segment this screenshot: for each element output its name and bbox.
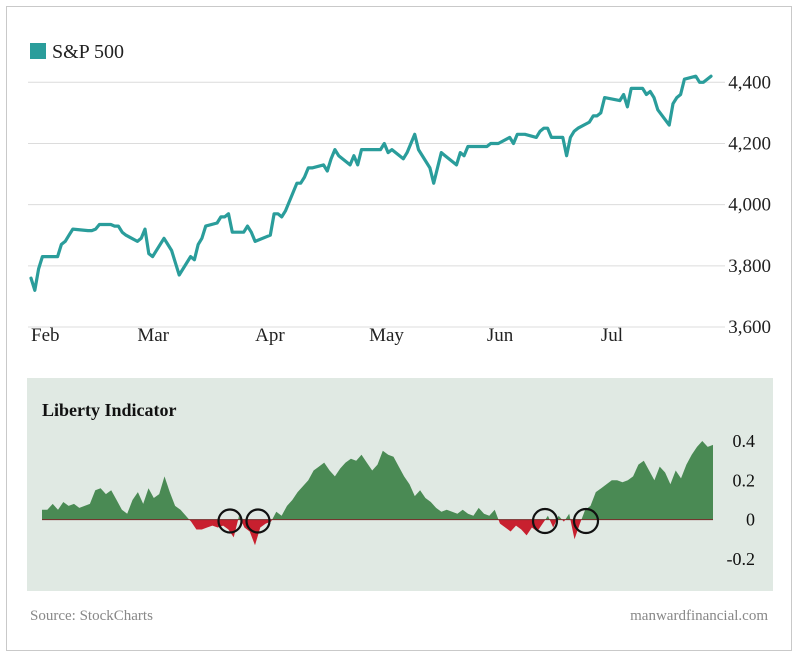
liberty-y-tick-labels: -0.2 0 0.2 0.4 [727, 431, 756, 569]
sp-x-tick-labels: Feb Mar Apr May Jun Jul [31, 325, 623, 346]
chart-frame [6, 6, 792, 651]
liberty-negative-area [42, 519, 713, 546]
sp-y-tick-labels: 3,600 3,800 4,000 4,200 4,400 [728, 72, 771, 338]
sp-x-tick-label: Apr [255, 325, 285, 346]
sp-x-tick-label: Jul [601, 325, 623, 346]
sp-y-tick-label: 4,400 [728, 72, 771, 93]
sp-x-tick-label: Feb [31, 325, 60, 346]
liberty-y-tick-label: -0.2 [727, 549, 756, 569]
annotation-circle [572, 507, 600, 535]
annotation-circle [217, 508, 243, 534]
sp-gridlines [28, 81, 725, 328]
sp-series-line [29, 74, 713, 292]
sp-x-tick-label: Jun [487, 325, 514, 346]
liberty-y-tick-label: 0 [746, 510, 755, 530]
annotation-circle [531, 507, 559, 535]
sp-legend-swatch [30, 43, 46, 59]
sp-y-tick-label: 3,600 [728, 317, 771, 338]
source-label: Source: StockCharts [30, 608, 153, 624]
sp-x-tick-label: Mar [137, 325, 169, 346]
brand-label: manwardfinancial.com [630, 608, 768, 624]
sp-x-tick-label: May [369, 325, 404, 346]
sp-y-tick-label: 4,200 [728, 133, 771, 154]
sp-legend-label: S&P 500 [52, 41, 124, 63]
sp-y-tick-label: 4,000 [728, 195, 771, 216]
liberty-y-tick-label: 0.2 [733, 470, 756, 490]
liberty-areas [42, 441, 713, 546]
annotation-circle [245, 508, 271, 534]
liberty-title: Liberty Indicator [42, 400, 177, 420]
liberty-positive-area [42, 441, 713, 520]
liberty-circle-annotations [217, 507, 600, 535]
liberty-y-tick-label: 0.4 [733, 431, 756, 451]
sp-y-tick-label: 3,800 [728, 256, 771, 277]
